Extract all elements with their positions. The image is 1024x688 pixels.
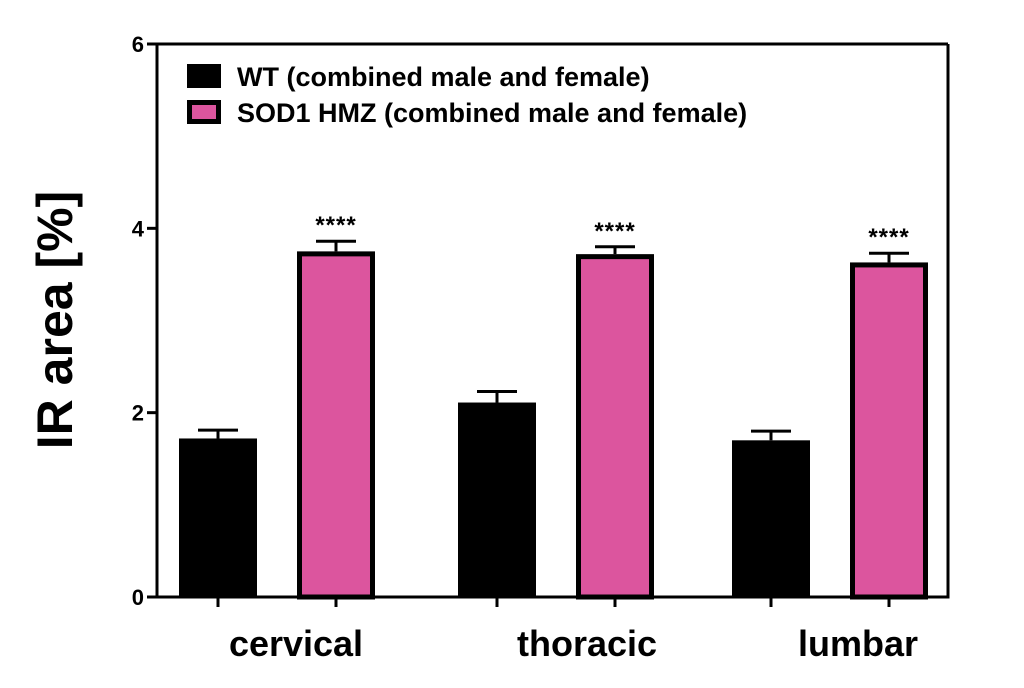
x-category-label: lumbar xyxy=(798,623,918,664)
bar-lumbar-sod1 xyxy=(850,262,928,600)
bar-group xyxy=(179,428,257,597)
plot-frame xyxy=(157,42,950,597)
significance-label: **** xyxy=(868,224,909,251)
bar-thoracic-wt xyxy=(458,402,536,597)
bar-lumbar-wt xyxy=(732,440,810,597)
x-axis: cervical thoracic lumbar xyxy=(157,595,950,664)
bar-group xyxy=(297,239,375,600)
bar-cervical-sod1 xyxy=(297,251,375,600)
bar-group xyxy=(576,245,654,600)
legend-item: WT (combined male and female) xyxy=(187,62,650,92)
bar-group xyxy=(732,429,810,597)
y-axis: 0 2 4 6 xyxy=(132,32,159,610)
x-category-label: thoracic xyxy=(517,623,657,664)
bars: **** **** **** xyxy=(179,212,928,600)
legend-item: SOD1 HMZ (combined male and female) xyxy=(187,98,747,128)
x-category-label: cervical xyxy=(229,623,363,664)
y-tick-label: 4 xyxy=(132,216,145,241)
legend-label: WT (combined male and female) xyxy=(237,62,650,92)
bar-group xyxy=(458,389,536,597)
legend-label: SOD1 HMZ (combined male and female) xyxy=(237,98,747,128)
legend-swatch-wt xyxy=(187,64,221,88)
y-axis-label: IR area [%] xyxy=(27,191,83,449)
bar-group xyxy=(850,251,928,600)
y-tick-label: 6 xyxy=(132,32,144,57)
bar-thoracic-sod1 xyxy=(576,254,654,600)
bar-cervical-wt xyxy=(179,438,257,597)
legend-swatch-sod1 xyxy=(187,100,221,124)
significance-label: **** xyxy=(315,212,356,239)
legend: WT (combined male and female) SOD1 HMZ (c… xyxy=(187,62,747,128)
y-tick-label: 2 xyxy=(132,401,144,426)
y-tick-label: 0 xyxy=(132,585,144,610)
significance-label: **** xyxy=(594,218,635,245)
